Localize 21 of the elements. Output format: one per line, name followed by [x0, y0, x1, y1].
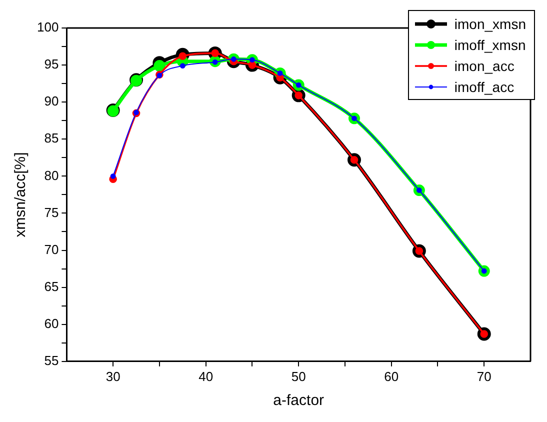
x-axis-title: a-factor [273, 392, 324, 410]
y-tick-label: 100 [36, 20, 59, 35]
y-tick-label: 95 [44, 56, 59, 72]
y-tick-label: 70 [44, 242, 59, 257]
x-tick-label: 30 [106, 368, 120, 384]
y-tick-label: 55 [44, 352, 59, 368]
y-tick-label: 90 [44, 94, 59, 109]
x-tick-label: 50 [291, 368, 306, 384]
x-tick-label: 70 [476, 368, 492, 384]
legend-label: imon_acc [454, 58, 514, 74]
y-axis-title: xmsn/acc[%] [12, 152, 30, 238]
y-tick-label: 80 [44, 168, 59, 183]
y-tick-label: 65 [44, 278, 59, 294]
legend-label: imon_xmsn [454, 16, 526, 32]
y-tick-label: 75 [44, 204, 59, 220]
x-tick-label: 40 [198, 368, 214, 384]
legend-label: imoff_xmsn [454, 36, 526, 52]
y-tick-label: 85 [44, 130, 59, 146]
y-tick-label: 60 [44, 316, 59, 331]
x-tick-label: 60 [384, 368, 399, 384]
legend-label: imoff_acc [454, 78, 514, 94]
